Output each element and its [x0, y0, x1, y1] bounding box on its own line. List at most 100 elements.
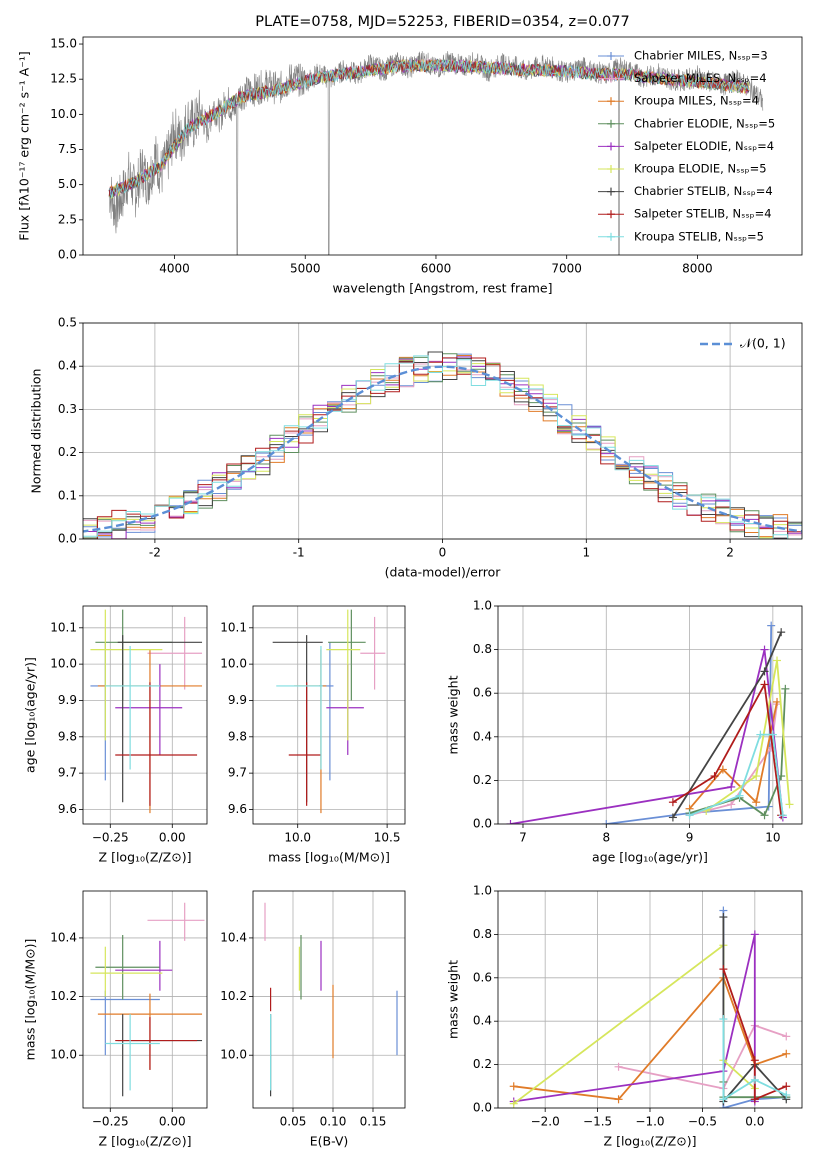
axes-mass_vs_ebv: 0.05 0.10 0.15 10.0 10.2 10.4 E(B-V) — [220, 890, 406, 1149]
grid-lines — [253, 606, 405, 824]
weight-line — [722, 1019, 787, 1101]
legend-label: Kroupa MILES, Nₛₛₚ=4 — [634, 94, 759, 108]
x-tick-label: -2 — [149, 546, 161, 560]
legend: Chabrier MILES, Nₛₛₚ=3 Salpeter MILES, Nₛ… — [598, 49, 775, 243]
x-axis-label: Z [log₁₀(Z/Z⊙)] — [604, 1134, 697, 1149]
x-tick-label: 5000 — [290, 262, 321, 276]
plot-area — [83, 351, 802, 539]
model-fit-line — [108, 59, 750, 196]
y-tick-label: 0.8 — [473, 927, 492, 941]
x-tick-label: 0.00 — [159, 1115, 186, 1129]
y-tick-label: 10.0 — [50, 657, 77, 671]
axes-residuals: -2 -1 0 1 2 0.0 0.1 0.2 0.3 0.4 0.5 (data-model)/er… — [29, 316, 803, 580]
axes-weight_vs_Z: −2.0 −1.5 −1.0 −0.5 0.0 0.0 0.2 0.4 0.6 0.8 1.0 Z [… — [446, 884, 803, 1149]
y-tick-label: 9.9 — [58, 693, 77, 707]
grid-lines — [498, 605, 802, 825]
y-axis-label: Flux [fλ10⁻¹⁷ erg cm⁻² s⁻¹ A⁻¹] — [17, 51, 32, 240]
axes-frame — [82, 36, 803, 256]
y-tick-label: 1.0 — [473, 884, 492, 898]
x-tick-label: 0.15 — [360, 1115, 387, 1129]
legend-label: Salpeter MILES, Nₛₛₚ=4 — [634, 71, 767, 85]
plot-area — [108, 51, 764, 255]
y-tick-label: 10.4 — [50, 930, 77, 944]
legend-label: Chabrier MILES, Nₛₛₚ=3 — [634, 49, 768, 63]
y-tick-label: 10.0 — [50, 1048, 77, 1062]
legend-label: Kroupa ELODIE, Nₛₛₚ=5 — [634, 162, 767, 176]
y-axis-label: Normed distribution — [29, 369, 44, 494]
y-tick-label: 1.0 — [473, 599, 492, 613]
x-axis-label: E(B-V) — [310, 1134, 349, 1149]
x-tick-label: −0.25 — [92, 1115, 129, 1129]
plot-area — [272, 609, 386, 814]
y-tick-label: 0.0 — [473, 817, 492, 831]
x-tick-label: 0.0 — [745, 1115, 764, 1129]
y-tick-label: 0.2 — [473, 1057, 492, 1071]
legend-label: Chabrier ELODIE, Nₛₛₚ=5 — [634, 116, 775, 130]
weight-line — [705, 660, 791, 812]
axes-age_vs_mass: 10.0 10.5 9.6 9.7 9.8 9.9 10.0 10.1 mass [log₁₀(… — [220, 605, 406, 865]
x-tick-label: 4000 — [159, 262, 190, 276]
x-axis-label: age [log₁₀(age/yr)] — [592, 850, 708, 865]
y-tick-label: 9.7 — [58, 766, 77, 780]
weight-line — [606, 625, 773, 824]
y-axis-label: age [log₁₀(age/yr)] — [23, 657, 38, 773]
y-tick-label: 10.0 — [220, 657, 247, 671]
plot-area — [506, 621, 794, 824]
y-tick-label: 0.2 — [58, 445, 77, 459]
plot-area — [90, 902, 205, 1097]
plot-area — [264, 902, 398, 1097]
weight-line — [510, 649, 784, 824]
x-axis-label: (data-model)/error — [385, 565, 502, 580]
legend-label: Chabrier STELIB, Nₛₛₚ=4 — [634, 184, 773, 198]
axes-age_vs_Z: −0.25 0.00 9.6 9.7 9.8 9.9 10.0 10.1 Z [log₁₀(Z/… — [23, 605, 208, 865]
grid-lines — [83, 606, 207, 824]
weight-line — [618, 1024, 787, 1090]
x-tick-label: 10.0 — [284, 831, 311, 845]
y-tick-label: 9.6 — [228, 802, 247, 816]
axes-frame — [497, 890, 803, 1109]
y-tick-label: 12.5 — [50, 72, 77, 86]
plot-area — [90, 609, 203, 814]
grid-lines — [498, 890, 802, 1109]
y-tick-label: 9.7 — [228, 766, 247, 780]
y-tick-label: 9.9 — [228, 693, 247, 707]
axes-frame — [82, 890, 208, 1109]
y-tick-label: 15.0 — [50, 37, 77, 51]
grid-lines — [253, 891, 405, 1108]
legend: 𝒩(0, 1) — [700, 336, 786, 351]
y-tick-label: 10.4 — [220, 930, 247, 944]
y-tick-label: 0.4 — [473, 729, 492, 743]
legend-label: Salpeter STELIB, Nₛₛₚ=4 — [634, 207, 772, 221]
y-tick-label: 10.1 — [220, 620, 247, 634]
weight-line — [722, 917, 787, 1104]
x-axis-label: Z [log₁₀(Z/Z⊙)] — [99, 850, 192, 865]
y-tick-label: 10.1 — [50, 620, 77, 634]
x-tick-label: 0.10 — [320, 1115, 347, 1129]
axes-weight_vs_age: 7 8 9 10 0.0 0.2 0.4 0.6 0.8 1.0 age [log₁₀(age/yr… — [446, 599, 803, 865]
y-tick-label: 10.2 — [50, 989, 77, 1003]
legend-label: Salpeter ELODIE, Nₛₛₚ=4 — [634, 139, 774, 153]
x-tick-label: −0.25 — [92, 831, 129, 845]
axes-spectrum: 4000 5000 6000 7000 8000 0.0 2.5 5.0 7.5 10.0 12.5… — [17, 37, 803, 296]
y-tick-label: 0.5 — [58, 316, 77, 330]
y-tick-label: 0.1 — [58, 488, 77, 502]
weight-line — [689, 703, 778, 817]
legend-label: 𝒩(0, 1) — [740, 336, 786, 351]
weight-line — [513, 934, 756, 1103]
axes-frame — [82, 322, 803, 540]
y-tick-label: 5.0 — [58, 177, 77, 191]
y-axis-label: mass weight — [446, 675, 461, 754]
axes-frame — [252, 890, 406, 1109]
y-tick-label: 7.5 — [58, 142, 77, 156]
y-tick-label: 2.5 — [58, 212, 77, 226]
y-tick-label: 0.4 — [473, 1014, 492, 1028]
x-tick-label: −1.5 — [583, 1115, 612, 1129]
y-tick-label: 0.6 — [473, 970, 492, 984]
y-tick-label: 10.0 — [220, 1048, 247, 1062]
y-tick-label: 0.2 — [473, 773, 492, 787]
y-tick-label: 0.0 — [473, 1101, 492, 1115]
legend-label: Kroupa STELIB, Nₛₛₚ=5 — [634, 229, 764, 243]
weight-line — [672, 681, 783, 816]
x-tick-label: −1.0 — [635, 1115, 664, 1129]
x-tick-label: 6000 — [421, 262, 452, 276]
